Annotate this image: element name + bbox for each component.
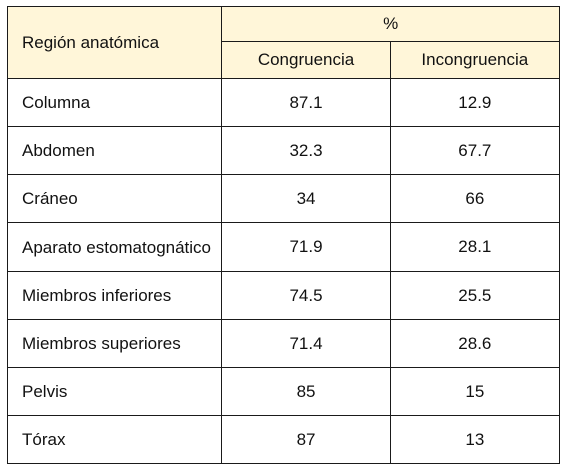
header-congruencia: Congruencia [221, 41, 391, 79]
cell-congruencia: 85 [221, 367, 391, 416]
cell-region: Miembros superiores [6, 319, 223, 368]
cell-incongruencia: 28.6 [389, 319, 561, 368]
cell-congruencia: 34 [221, 174, 391, 223]
table-row: Aparato estomatognático 71.9 28.1 [6, 222, 561, 272]
table-row: Columna 87.1 12.9 [6, 78, 561, 127]
cell-congruencia: 32.3 [221, 126, 391, 175]
cell-congruencia: 87 [221, 415, 391, 464]
table-row: Cráneo 34 66 [6, 174, 561, 223]
table-header: Región anatómica % Congruencia Incongrue… [6, 5, 561, 79]
cell-congruencia: 71.4 [221, 319, 391, 368]
cell-incongruencia: 67.7 [389, 126, 561, 175]
cell-incongruencia: 66 [389, 174, 561, 223]
table-row: Miembros inferiores 74.5 25.5 [6, 271, 561, 320]
cell-region: Aparato estomatognático [6, 222, 223, 272]
table-row: Pelvis 85 15 [6, 367, 561, 416]
table-body: Columna 87.1 12.9 Abdomen 32.3 67.7 Crán… [6, 78, 561, 464]
cell-region: Abdomen [6, 126, 223, 175]
header-percent: % [221, 5, 560, 43]
cell-region: Tórax [6, 415, 223, 464]
cell-incongruencia: 13 [389, 415, 561, 464]
cell-incongruencia: 12.9 [389, 78, 561, 127]
cell-region: Cráneo [6, 174, 223, 223]
data-table: Región anatómica % Congruencia Incongrue… [6, 5, 561, 464]
cell-incongruencia: 15 [389, 367, 561, 416]
cell-congruencia: 74.5 [221, 271, 391, 320]
header-region: Región anatómica [6, 6, 223, 79]
cell-region: Pelvis [6, 367, 223, 416]
cell-congruencia: 71.9 [221, 222, 391, 272]
cell-region: Miembros inferiores [6, 271, 223, 320]
header-incongruencia: Incongruencia [389, 41, 561, 79]
table-row: Miembros superiores 71.4 28.6 [6, 319, 561, 368]
cell-incongruencia: 28.1 [389, 222, 561, 272]
table-row: Tórax 87 13 [6, 415, 561, 464]
cell-region: Columna [6, 78, 223, 127]
cell-congruencia: 87.1 [221, 78, 391, 127]
cell-incongruencia: 25.5 [389, 271, 561, 320]
table-row: Abdomen 32.3 67.7 [6, 126, 561, 175]
